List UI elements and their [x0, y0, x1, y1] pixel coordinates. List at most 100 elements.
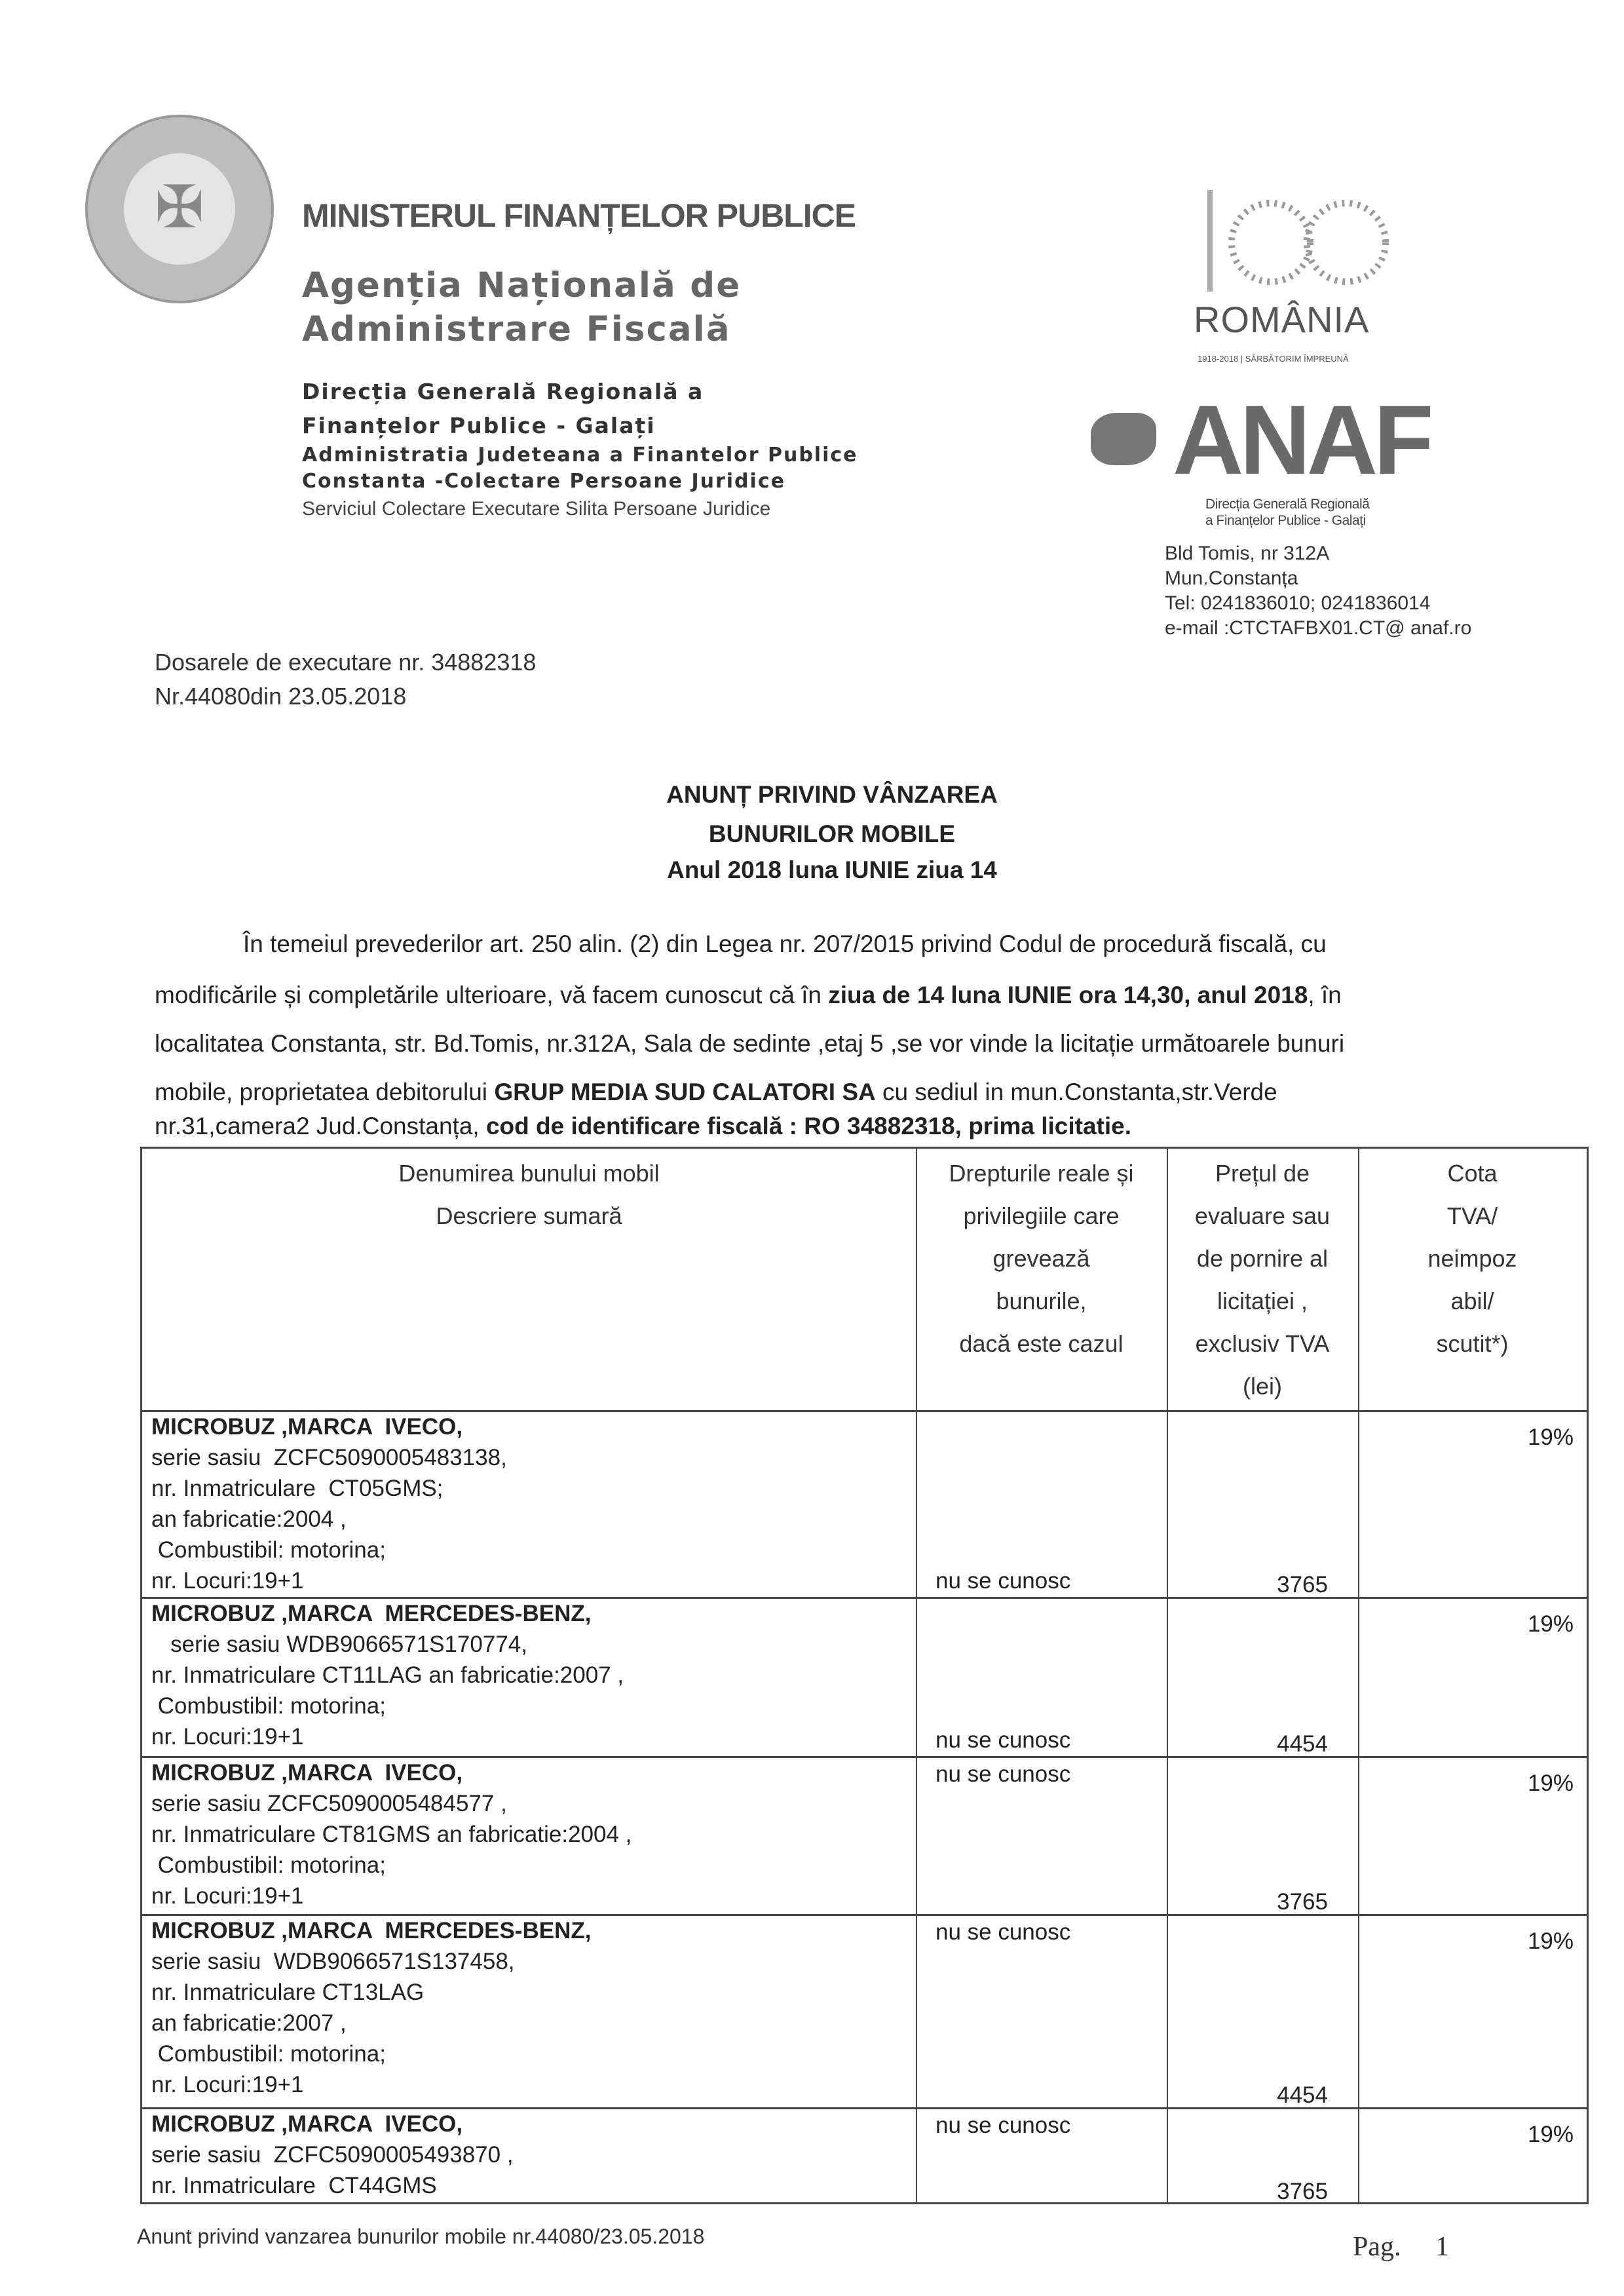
page-value: 1 [1435, 2232, 1449, 2262]
anaf-direction-line2: a Finanțelor Publice - Galați [1205, 513, 1366, 528]
table-row: MICROBUZ ,MARCA IVECO, serie sasiu ZCFC50… [142, 1756, 1587, 1915]
header-line: Prețul de [1215, 1160, 1310, 1187]
table-row: MICROBUZ ,MARCA MERCEDES-BENZ, serie sasi… [142, 1914, 1587, 2108]
table-header-cell: Cota TVA/neimpoz abil/scutit*) [1358, 1152, 1587, 1365]
description-line: MICROBUZ ,MARCA IVECO, [151, 1414, 463, 1440]
asset-description: MICROBUZ ,MARCA IVECO, serie sasiu ZCFC50… [151, 2109, 514, 2201]
description-line: serie sasiu ZCFC5090005484577 , [151, 1791, 507, 1816]
asset-vat-rate: 19% [1527, 1425, 1574, 1450]
ministry-name: MINISTERUL FINANȚELOR PUBLICE [302, 197, 856, 234]
text: , în [1308, 982, 1342, 1008]
description-line: Combustibil: motorina; [151, 1852, 386, 1878]
table-row: MICROBUZ ,MARCA IVECO, serie sasiu ZCFC50… [142, 1410, 1587, 1598]
page-number: Pag. 1 [1353, 2231, 1449, 2263]
description-line: MICROBUZ ,MARCA IVECO, [151, 1760, 463, 1786]
description-line: MICROBUZ ,MARCA IVECO, [151, 2111, 463, 2137]
table-row: MICROBUZ ,MARCA MERCEDES-BENZ, serie sas… [142, 1597, 1587, 1757]
description-line: Combustibil: motorina; [151, 1537, 386, 1563]
footer-note: Anunt privind vanzarea bunurilor mobile … [137, 2225, 705, 2248]
description-line: Combustibil: motorina; [151, 1693, 386, 1719]
document-number: Nr.44080din 23.05.2018 [155, 683, 407, 710]
table-row: MICROBUZ ,MARCA IVECO, serie sasiu ZCFC50… [142, 2107, 1587, 2204]
paragraph-line: În temeiul prevederilor art. 250 alin. (… [243, 930, 1327, 957]
paragraph-line: nr.31,camera2 Jud.Constanța, cod de iden… [155, 1113, 1131, 1140]
contact-email[interactable]: e-mail :CTCTAFBX01.CT@ anaf.ro [1165, 617, 1472, 639]
description-line: nr. Inmatriculare CT13LAG [151, 1980, 425, 2005]
paragraph-line: modificările și completările ulterioare,… [155, 982, 1342, 1009]
table-header-cell: Denumirea bunului mobil Descriere sumară [142, 1152, 916, 1237]
announcement-title-line1: ANUNȚ PRIVIND VÂNZAREA [666, 781, 998, 808]
romania-map-icon [1091, 413, 1156, 465]
header-line: privilegiile care [963, 1202, 1120, 1229]
description-line: nr. Locuri:19+1 [151, 1568, 304, 1594]
asset-rights: nu se cunosc [935, 1727, 1071, 1753]
contact-address: Bld Tomis, nr 312A [1165, 543, 1330, 564]
asset-description: MICROBUZ ,MARCA MERCEDES-BENZ, serie sas… [151, 1598, 624, 1752]
anaf-direction-line1: Direcția Generală Regională [1205, 497, 1370, 512]
header-line: TVA/ [1446, 1202, 1498, 1229]
table-column-divider [1167, 1149, 1168, 2202]
text: cu sediul in mun.Constanta,str.Verde [875, 1079, 1277, 1105]
direction-line1: Direcția Generală Regională a [302, 379, 704, 404]
text: mobile, proprietatea debitorului [155, 1079, 495, 1105]
fiscal-code: cod de identificare fiscală : RO 3488231… [485, 1113, 1132, 1139]
contact-city: Mun.Constanța [1165, 567, 1298, 589]
table-row-divider [142, 1410, 1587, 1412]
direction-line2: Finanțelor Publice - Galați [302, 413, 656, 438]
table-row-divider [142, 1756, 1587, 1758]
asset-vat-rate: 19% [1527, 2122, 1574, 2147]
header-line: evaluare sau [1194, 1202, 1331, 1229]
description-line: nr. Locuri:19+1 [151, 1724, 304, 1750]
asset-price: 3765 [1277, 1572, 1328, 1598]
anaf-logo: ANAF [1173, 385, 1434, 495]
description-line: nr. Locuri:19+1 [151, 2072, 304, 2097]
table-row-divider [142, 1914, 1587, 1916]
header-line: licitației , [1217, 1288, 1308, 1314]
administration-line2: Constanta -Colectare Persoane Juridice [302, 470, 785, 493]
header-line: exclusiv TVA [1195, 1330, 1330, 1357]
page-label: Pag. [1353, 2232, 1401, 2262]
administration-line1: Administratia Judeteana a Finantelor Pub… [302, 444, 858, 467]
asset-vat-rate: 19% [1527, 1928, 1574, 1954]
header-line: Descriere sumară [436, 1202, 622, 1229]
description-line: Combustibil: motorina; [151, 2041, 386, 2067]
description-line: serie sasiu ZCFC5090005493870 , [151, 2142, 514, 2168]
asset-rights: nu se cunosc [935, 1761, 1071, 1787]
table-header-cell: Prețul de evaluare sau de pornire al licita… [1167, 1152, 1358, 1407]
announcement-title-line2: BUNURILOR MOBILE [708, 820, 956, 847]
assets-table: Denumirea bunului mobil Descriere sumară D… [140, 1147, 1589, 2204]
description-line: nr. Inmatriculare CT11LAG an fabricatie:… [151, 1662, 624, 1688]
table-row-divider [142, 2107, 1587, 2109]
header-line: grevează [992, 1245, 1090, 1272]
table-row-divider [142, 1597, 1587, 1599]
header-line: Drepturile reale și [949, 1160, 1134, 1187]
asset-description: MICROBUZ ,MARCA IVECO, serie sasiu ZCFC50… [151, 1411, 507, 1596]
asset-rights: nu se cunosc [935, 2113, 1071, 2138]
description-line: serie sasiu ZCFC5090005483138, [151, 1445, 507, 1470]
auction-date: ziua de 14 luna IUNIE ora 14,30, anul 20… [828, 982, 1308, 1008]
description-line: an fabricatie:2007 , [151, 2010, 347, 2036]
eagle-coat-of-arms-icon: ✠ [155, 173, 204, 242]
text: modificările și completările ulterioare,… [155, 982, 829, 1008]
description-line: MICROBUZ ,MARCA MERCEDES-BENZ, [151, 1918, 592, 1943]
agency-name-line2: Administrare Fiscală [302, 309, 731, 349]
asset-description: MICROBUZ ,MARCA MERCEDES-BENZ, serie sasi… [151, 1915, 591, 2100]
contact-phone: Tel: 0241836010; 0241836014 [1165, 592, 1431, 614]
execution-file-number: Dosarele de executare nr. 34882318 [155, 649, 537, 676]
asset-vat-rate: 19% [1527, 1770, 1574, 1796]
asset-price: 3765 [1277, 1889, 1328, 1915]
header-line: (lei) [1243, 1373, 1282, 1400]
asset-rights: nu se cunosc [935, 1919, 1071, 1945]
table-column-divider [916, 1149, 917, 2202]
paragraph-line: localitatea Constanta, str. Bd.Tomis, nr… [155, 1030, 1345, 1057]
table-column-divider [1358, 1149, 1359, 2202]
header-line: Cota [1447, 1160, 1498, 1187]
centenary-100-logo [1207, 190, 1389, 292]
description-line: serie sasiu WDB9066571S137458, [151, 1949, 515, 1974]
asset-price: 3765 [1277, 2179, 1328, 2204]
asset-rights: nu se cunosc [935, 1568, 1071, 1594]
text: nr.31,camera2 Jud.Constanța, [155, 1113, 486, 1139]
agency-name-line1: Agenția Națională de [302, 265, 742, 305]
description-line: nr. Locuri:19+1 [151, 1883, 304, 1909]
announcement-title-line3: Anul 2018 luna IUNIE ziua 14 [667, 856, 997, 883]
